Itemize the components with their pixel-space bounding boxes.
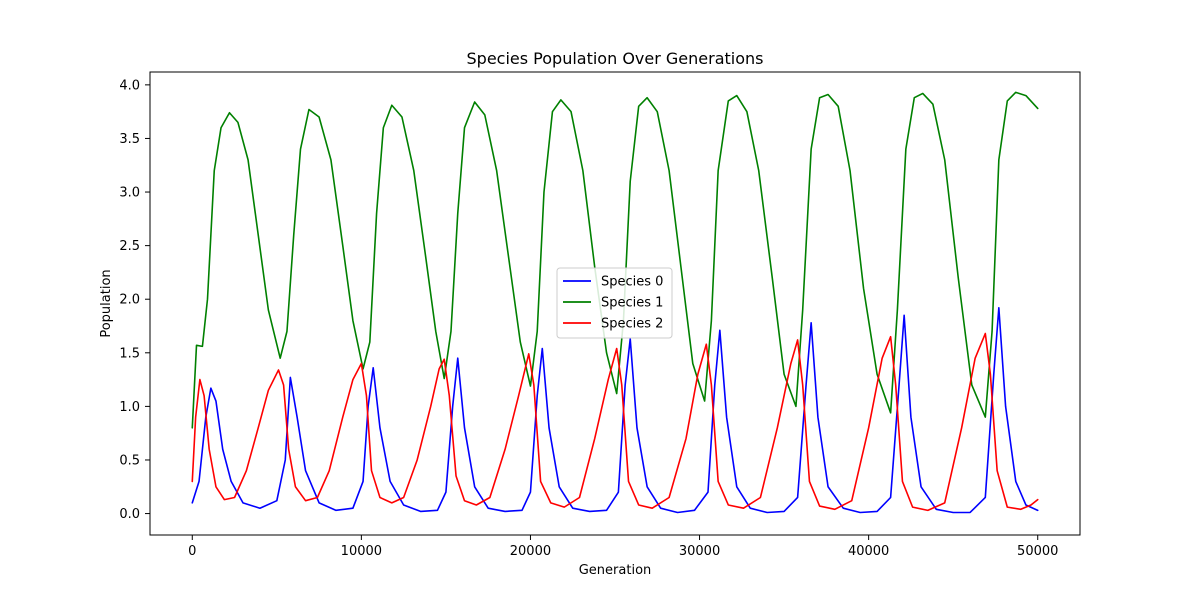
x-tick-label: 10000 <box>341 544 382 559</box>
plot-frame <box>149 71 1081 536</box>
y-axis-label: Population <box>99 269 114 337</box>
x-tick-label: 20000 <box>510 544 551 559</box>
series-layer <box>191 91 1039 514</box>
y-tick-label: 1.0 <box>119 400 140 415</box>
series-line-2 <box>191 332 1039 512</box>
y-tick-label: 3.5 <box>119 132 140 147</box>
legend: Species 0 Species 1 Species 2 <box>556 267 673 339</box>
x-axis-label: Generation <box>579 563 652 578</box>
x-axis-ticks: 0 10000 20000 30000 40000 50000 <box>188 535 1058 559</box>
y-tick-label: 2.0 <box>119 293 140 308</box>
y-tick-label: 3.0 <box>119 186 140 201</box>
y-tick-label: 2.5 <box>119 239 140 254</box>
legend-box <box>556 267 673 339</box>
y-tick-label: 1.5 <box>119 346 140 361</box>
x-tick-label: 0 <box>188 544 196 559</box>
y-tick-label: 0.5 <box>119 453 140 468</box>
plot-area <box>149 71 1081 536</box>
legend-label-2: Species 2 <box>601 317 663 332</box>
legend-label-1: Species 1 <box>601 296 663 311</box>
chart-title: Species Population Over Generations <box>467 49 764 68</box>
y-tick-label: 4.0 <box>119 78 140 93</box>
legend-items: Species 0 Species 1 Species 2 <box>563 275 663 332</box>
series-line-1 <box>191 91 1039 429</box>
y-axis-ticks: 0.0 0.5 1.0 1.5 2.0 2.5 3.0 3.5 4.0 <box>119 78 150 522</box>
y-tick-label: 0.0 <box>119 507 140 522</box>
x-tick-label: 40000 <box>848 544 889 559</box>
x-tick-label: 50000 <box>1017 544 1058 559</box>
legend-label-0: Species 0 <box>601 275 663 290</box>
x-tick-label: 30000 <box>679 544 720 559</box>
